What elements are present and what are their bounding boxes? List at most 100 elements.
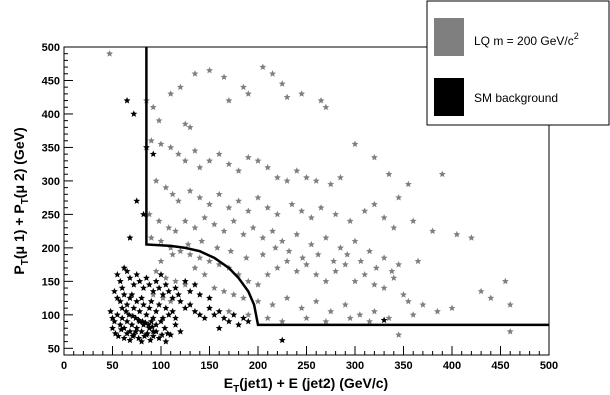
signal-point	[162, 274, 170, 281]
background-point	[201, 314, 209, 322]
signal-point	[327, 180, 335, 188]
signal-point	[332, 210, 340, 218]
signal-point	[240, 294, 247, 301]
signal-point	[346, 314, 354, 322]
background-series	[107, 96, 388, 345]
signal-point	[152, 177, 160, 184]
signal-point	[147, 234, 155, 241]
background-point	[111, 329, 119, 337]
signal-point	[293, 267, 301, 275]
signal-point	[312, 177, 320, 184]
signal-point	[385, 170, 393, 178]
signal-point	[346, 217, 354, 224]
background-point	[123, 317, 131, 325]
background-point	[181, 277, 189, 285]
background-point	[181, 304, 189, 312]
x-tick-label: 150	[200, 360, 218, 372]
signal-point	[206, 257, 213, 265]
background-point	[113, 311, 121, 318]
signal-point	[487, 294, 495, 301]
signal-point	[191, 147, 199, 154]
signal-point	[312, 271, 320, 278]
signal-point	[172, 227, 179, 235]
signal-point	[254, 281, 262, 288]
background-point	[114, 332, 122, 340]
signal-point	[395, 261, 403, 268]
signal-point	[244, 277, 252, 285]
signal-point	[372, 264, 380, 271]
background-point	[159, 291, 167, 298]
signal-point	[351, 237, 359, 245]
background-point	[206, 304, 213, 312]
signal-point	[370, 200, 378, 208]
signal-point	[215, 261, 223, 268]
signal-point	[181, 157, 189, 164]
signal-point	[186, 123, 194, 131]
background-point	[162, 281, 170, 288]
y-tick-label: 250	[42, 209, 60, 221]
background-point	[133, 271, 141, 278]
signal-point	[361, 271, 369, 278]
signal-point	[186, 250, 194, 258]
signal-point	[215, 190, 223, 198]
background-point	[133, 324, 141, 332]
signal-point	[307, 240, 315, 248]
background-point	[126, 336, 134, 344]
signal-point	[175, 150, 182, 158]
y-tick-labels: 50 100 150 200 250 300 350 400 450 500	[42, 42, 60, 355]
y-tick-label: 450	[42, 75, 60, 87]
background-point	[123, 267, 131, 275]
signal-point	[380, 284, 388, 291]
signal-point	[293, 167, 301, 174]
signal-point	[273, 264, 281, 271]
background-point	[176, 327, 184, 335]
signal-point	[169, 250, 177, 258]
signal-point	[259, 234, 267, 241]
signal-point	[244, 90, 252, 97]
signal-point	[506, 327, 514, 335]
signal-point	[293, 230, 301, 238]
signal-point	[299, 254, 307, 261]
background-point	[117, 325, 125, 333]
signal-point	[322, 103, 330, 111]
signal-point	[264, 163, 272, 171]
background-point	[126, 274, 134, 281]
background-point	[145, 281, 153, 288]
background-point	[129, 332, 137, 340]
background-point	[128, 291, 136, 298]
signal-point	[254, 297, 262, 305]
background-point	[143, 311, 150, 318]
signal-point	[149, 103, 157, 111]
background-point	[152, 277, 160, 285]
background-point	[113, 294, 121, 301]
background-point	[111, 317, 118, 325]
legend-swatch-background	[434, 78, 464, 116]
signal-point	[453, 230, 461, 238]
signal-point	[414, 257, 422, 265]
background-point	[149, 150, 157, 158]
signal-point	[366, 247, 373, 255]
signal-point	[191, 70, 199, 77]
signal-point	[201, 214, 209, 221]
signal-point	[210, 220, 218, 228]
signal-point	[429, 227, 437, 235]
signal-point	[167, 244, 175, 251]
background-point	[140, 284, 147, 291]
background-point	[380, 316, 388, 324]
background-point	[123, 329, 131, 337]
background-point	[138, 338, 146, 345]
signal-point	[327, 307, 335, 315]
signal-point	[322, 317, 330, 325]
background-point	[140, 301, 147, 308]
background-point	[149, 332, 157, 340]
signal-point	[175, 197, 182, 204]
background-point	[220, 314, 228, 322]
signal-point	[167, 143, 175, 151]
signal-point	[283, 294, 291, 301]
signal-point	[269, 301, 276, 308]
signal-point	[337, 244, 344, 251]
signal-point	[298, 207, 306, 214]
signal-point	[448, 304, 456, 312]
signal-point	[506, 301, 514, 308]
